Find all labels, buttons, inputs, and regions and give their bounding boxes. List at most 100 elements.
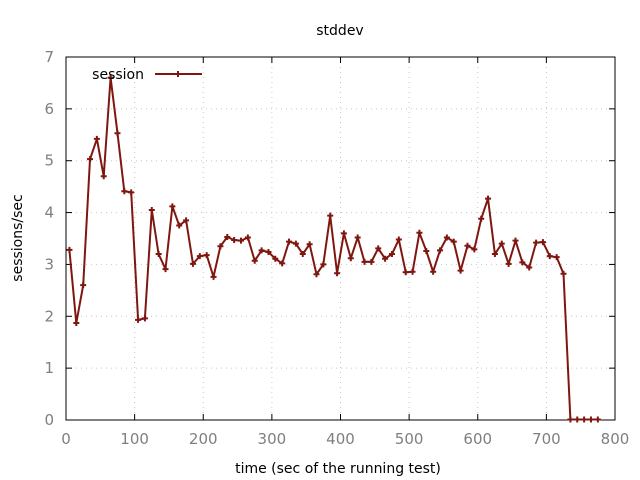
data-point <box>423 247 430 254</box>
data-point <box>485 195 492 202</box>
data-point <box>402 269 409 276</box>
tick-labels: 0 100 200 300 400 500 600 700 800 0 1 2 3 4 5 6 7 <box>44 48 629 448</box>
data-point <box>306 241 313 248</box>
data-point <box>135 316 142 323</box>
legend-marker <box>175 71 181 77</box>
data-point <box>299 251 306 258</box>
tick-marks <box>65 56 616 421</box>
data-point <box>539 239 546 246</box>
data-point <box>217 243 224 250</box>
legend-marker-point <box>175 71 181 77</box>
data-point <box>437 247 444 254</box>
y-axis-label: sessions/sec <box>10 194 26 281</box>
data-point <box>279 260 286 267</box>
data-point <box>471 246 478 253</box>
x-tick-label: 200 <box>189 430 218 448</box>
data-point <box>73 320 80 327</box>
data-point <box>594 416 601 423</box>
x-tick-label: 700 <box>532 430 561 448</box>
data-point <box>581 416 588 423</box>
data-point <box>375 245 382 252</box>
data-point <box>87 156 94 163</box>
data-point <box>327 212 334 219</box>
data-point <box>450 238 457 245</box>
data-point <box>251 257 258 264</box>
data-point <box>169 203 176 210</box>
y-tick-label: 5 <box>44 152 54 170</box>
legend: session <box>92 67 202 83</box>
data-point <box>416 229 423 236</box>
y-tick-label: 6 <box>44 100 54 118</box>
data-point <box>546 253 553 260</box>
data-point <box>114 130 121 137</box>
y-tick-label: 7 <box>44 48 54 66</box>
data-point <box>368 258 375 265</box>
data-point <box>478 215 485 222</box>
data-point <box>128 189 135 196</box>
data-point <box>162 266 169 273</box>
gridlines <box>66 57 615 420</box>
data-point <box>560 270 567 277</box>
data-point <box>272 255 279 262</box>
data-point <box>491 251 498 258</box>
x-tick-label: 400 <box>326 430 355 448</box>
data-point <box>320 261 327 268</box>
data-point <box>443 234 450 241</box>
data-point <box>512 237 519 244</box>
y-tick-label: 4 <box>44 204 54 222</box>
y-tick-label: 0 <box>44 411 54 429</box>
data-point <box>361 258 368 265</box>
data-point <box>347 255 354 262</box>
data-point <box>93 135 100 142</box>
data-point <box>354 234 361 241</box>
series-line <box>68 76 598 421</box>
data-point <box>286 238 293 245</box>
data-point <box>574 416 581 423</box>
x-tick-label: 100 <box>120 430 149 448</box>
data-point <box>176 222 183 229</box>
plot-frame <box>65 56 616 421</box>
x-axis-label: time (sec of the running test) <box>235 461 441 477</box>
data-point <box>519 259 526 266</box>
data-point <box>533 239 540 246</box>
data-point <box>526 264 533 271</box>
data-point <box>189 260 196 267</box>
data-point <box>224 233 231 240</box>
data-point <box>498 240 505 247</box>
axes <box>65 56 616 421</box>
data-point <box>196 253 203 260</box>
data-point <box>244 234 251 241</box>
series-layer <box>66 74 601 423</box>
data-point <box>409 268 416 275</box>
data-point <box>464 242 471 249</box>
data-point <box>587 416 594 423</box>
data-point <box>334 270 341 277</box>
data-point <box>183 217 190 224</box>
chart-title: stddev <box>316 23 363 39</box>
data-point <box>292 240 299 247</box>
data-point <box>258 247 265 254</box>
data-point <box>66 246 73 253</box>
data-point <box>457 267 464 274</box>
data-point <box>203 252 210 259</box>
x-tick-label: 0 <box>61 430 71 448</box>
data-point <box>388 251 395 258</box>
data-point <box>395 236 402 243</box>
x-tick-label: 600 <box>463 430 492 448</box>
data-point <box>148 206 155 213</box>
data-point <box>80 282 87 289</box>
y-tick-label: 2 <box>44 307 54 325</box>
data-point <box>313 271 320 278</box>
data-point <box>340 230 347 237</box>
data-point <box>210 273 217 280</box>
y-tick-label: 3 <box>44 255 54 273</box>
data-point <box>100 173 107 180</box>
legend-label: session <box>92 67 144 83</box>
data-point <box>430 268 437 275</box>
x-tick-label: 500 <box>395 430 424 448</box>
data-point <box>567 416 574 423</box>
data-point <box>505 260 512 267</box>
data-point <box>553 254 560 261</box>
data-point <box>382 255 389 262</box>
